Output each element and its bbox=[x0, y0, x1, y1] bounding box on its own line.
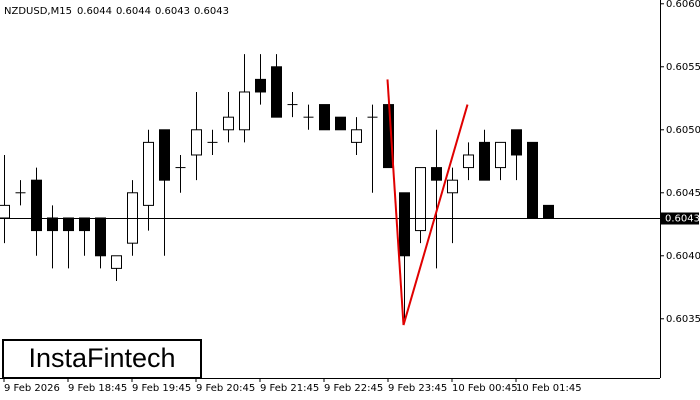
logo-box bbox=[2, 339, 202, 379]
candle-body bbox=[527, 141, 538, 219]
candle-body bbox=[111, 255, 122, 269]
candle-body bbox=[159, 129, 170, 181]
candle-body bbox=[79, 217, 90, 232]
logo: InstaFintech bbox=[28, 343, 175, 373]
header-close: 0.6043 bbox=[194, 6, 229, 17]
candle-body bbox=[351, 129, 362, 143]
x-tick-label: 9 Feb 18:45 bbox=[68, 383, 127, 394]
y-tick-label: 0.6055 bbox=[666, 62, 700, 73]
x-tick-label: 9 Feb 19:45 bbox=[132, 383, 191, 394]
candle-body bbox=[543, 204, 554, 219]
candle-body bbox=[255, 78, 266, 93]
candle-body bbox=[223, 116, 234, 131]
candle-body bbox=[143, 141, 154, 206]
candle-body bbox=[239, 91, 250, 131]
symbol: NZDUSD,M15 bbox=[4, 6, 72, 17]
y-tick-label: 0.6035 bbox=[666, 314, 700, 325]
y-tick-label: 0.6045 bbox=[666, 188, 700, 199]
candle-body bbox=[127, 192, 138, 244]
header-low: 0.6043 bbox=[155, 6, 190, 17]
y-tick-label: 0.6040 bbox=[666, 251, 700, 262]
price-label-box bbox=[661, 212, 699, 225]
candle-body bbox=[335, 116, 346, 131]
pattern-line bbox=[402, 104, 469, 326]
candle-body bbox=[399, 192, 410, 257]
pattern-line bbox=[386, 79, 405, 326]
candle-body bbox=[511, 129, 522, 156]
header-open: 0.6044 bbox=[77, 6, 112, 17]
candle-body bbox=[463, 154, 474, 169]
candle-body bbox=[479, 141, 490, 181]
candle-body bbox=[95, 217, 106, 257]
x-tick-label: 10 Feb 01:45 bbox=[516, 383, 582, 394]
candle-body bbox=[31, 179, 42, 232]
candle-body bbox=[271, 66, 282, 118]
candle-body bbox=[447, 179, 458, 194]
candle-body bbox=[0, 204, 10, 219]
candle-body bbox=[415, 167, 426, 232]
chart-header: NZDUSD,M15 0.6044 0.6044 0.6043 0.6043 bbox=[4, 6, 229, 17]
candle-body bbox=[495, 141, 506, 169]
x-tick-label: 9 Feb 23:45 bbox=[388, 383, 447, 394]
x-tick-label: 9 Feb 21:45 bbox=[260, 383, 319, 394]
x-tick-label: 10 Feb 00:45 bbox=[452, 383, 518, 394]
x-tick-label: 9 Feb 2026 bbox=[4, 383, 60, 394]
y-tick-label: 0.6050 bbox=[666, 125, 700, 136]
x-tick-label: 9 Feb 20:45 bbox=[196, 383, 255, 394]
header-high: 0.6044 bbox=[116, 6, 151, 17]
candle-body bbox=[319, 104, 330, 131]
candle-body bbox=[191, 129, 202, 156]
y-tick-label: 0.6060 bbox=[666, 0, 700, 10]
x-tick-label: 9 Feb 22:45 bbox=[324, 383, 383, 394]
candle-body bbox=[63, 217, 74, 232]
candle-body bbox=[431, 167, 442, 181]
price-label: 0.6043 bbox=[665, 214, 700, 225]
candle-body bbox=[47, 217, 58, 232]
